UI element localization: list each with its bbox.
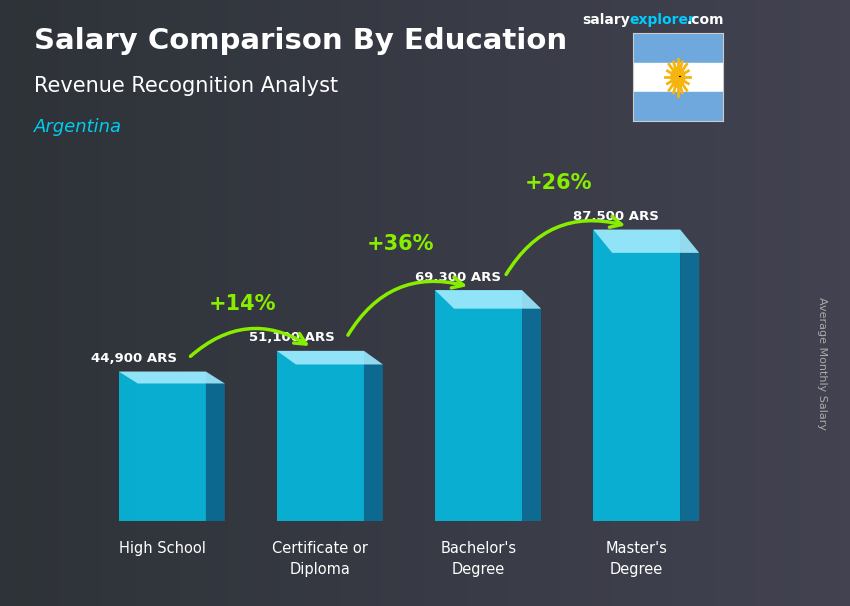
Text: Revenue Recognition Analyst: Revenue Recognition Analyst	[34, 76, 338, 96]
Polygon shape	[119, 371, 224, 384]
Polygon shape	[522, 290, 541, 521]
Text: +26%: +26%	[524, 173, 592, 193]
Bar	[119, 371, 206, 521]
Bar	[633, 33, 722, 63]
Polygon shape	[435, 290, 541, 308]
Polygon shape	[206, 371, 224, 521]
Bar	[633, 92, 722, 121]
Polygon shape	[277, 351, 382, 364]
Polygon shape	[680, 230, 700, 521]
Circle shape	[671, 67, 685, 87]
Text: Argentina: Argentina	[34, 118, 122, 136]
Text: +36%: +36%	[366, 233, 434, 253]
Text: salary: salary	[582, 13, 630, 27]
Bar	[277, 351, 364, 521]
Bar	[633, 63, 722, 92]
Bar	[435, 290, 522, 521]
Text: 44,900 ARS: 44,900 ARS	[91, 352, 177, 365]
Bar	[593, 230, 680, 521]
Text: +14%: +14%	[208, 294, 276, 314]
Text: 51,100 ARS: 51,100 ARS	[249, 331, 335, 344]
Text: Salary Comparison By Education: Salary Comparison By Education	[34, 27, 567, 55]
Polygon shape	[593, 230, 700, 253]
Text: Average Monthly Salary: Average Monthly Salary	[817, 297, 827, 430]
Text: explorer: explorer	[629, 13, 694, 27]
Polygon shape	[364, 351, 382, 521]
Text: .com: .com	[687, 13, 724, 27]
Text: 87,500 ARS: 87,500 ARS	[574, 210, 660, 223]
Text: 69,300 ARS: 69,300 ARS	[416, 270, 501, 284]
